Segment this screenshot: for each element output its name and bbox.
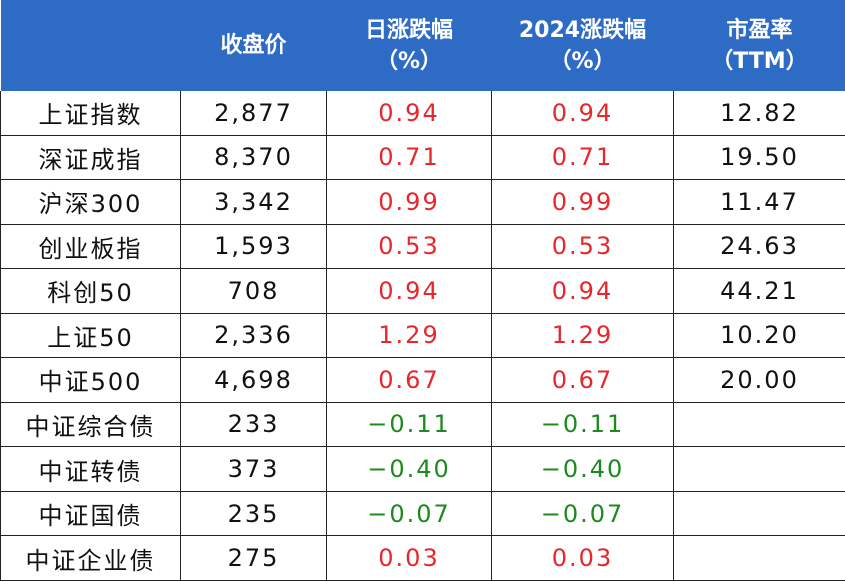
day-change: 1.29 xyxy=(326,313,492,359)
ytd-change: 1.29 xyxy=(491,313,674,359)
header-day-change-line1: 日涨跌幅 xyxy=(364,17,453,43)
header-pe-line1: 市盈率 xyxy=(726,17,793,43)
ytd-change: −0.11 xyxy=(491,402,674,448)
ytd-change: 0.99 xyxy=(491,179,674,225)
table-row: 中证综合债 233 −0.11 −0.11 xyxy=(0,402,845,448)
index-name: 深证成指 xyxy=(0,135,181,181)
day-change: 0.94 xyxy=(326,268,492,314)
close-price: 8,370 xyxy=(180,135,327,181)
pe-ratio xyxy=(673,402,845,448)
table-row: 中证500 4,698 0.67 0.67 20.00 xyxy=(0,357,845,403)
ytd-change: −0.07 xyxy=(491,491,674,537)
pe-ratio: 12.82 xyxy=(673,91,845,136)
header-ytd-change-line1: 2024涨跌幅 xyxy=(518,17,647,43)
index-name: 科创50 xyxy=(0,268,181,314)
close-price: 3,342 xyxy=(180,179,327,225)
index-name: 上证50 xyxy=(0,313,181,359)
index-name: 创业板指 xyxy=(0,224,181,270)
index-name: 中证转债 xyxy=(0,446,181,492)
index-name: 中证国债 xyxy=(0,491,181,537)
day-change: −0.11 xyxy=(326,402,492,448)
pe-ratio: 10.20 xyxy=(673,313,845,359)
table-row: 深证成指 8,370 0.71 0.71 19.50 xyxy=(0,135,845,181)
day-change: 0.67 xyxy=(326,357,492,403)
header-close-label: 收盘价 xyxy=(220,33,287,58)
ytd-change: 0.94 xyxy=(491,91,674,136)
close-price: 235 xyxy=(180,491,327,537)
header-row: 收盘价 日涨跌幅 （%） 2024涨跌幅 （%） 市盈率 （TTM） xyxy=(0,0,845,91)
pe-ratio: 24.63 xyxy=(673,224,845,270)
header-pe-line2: （TTM） xyxy=(711,48,808,74)
table-row: 沪深300 3,342 0.99 0.99 11.47 xyxy=(0,179,845,225)
index-name: 中证500 xyxy=(0,357,181,403)
ytd-change: 0.53 xyxy=(491,224,674,270)
ytd-change: −0.40 xyxy=(491,446,674,492)
table-row: 中证国债 235 −0.07 −0.07 xyxy=(0,491,845,537)
header-name xyxy=(0,0,181,91)
close-price: 2,336 xyxy=(180,313,327,359)
pe-ratio: 19.50 xyxy=(673,135,845,181)
table-row: 科创50 708 0.94 0.94 44.21 xyxy=(0,268,845,314)
pe-ratio: 11.47 xyxy=(673,179,845,225)
header-pe: 市盈率 （TTM） xyxy=(673,0,845,91)
close-price: 2,877 xyxy=(180,91,327,136)
header-ytd-change: 2024涨跌幅 （%） xyxy=(491,0,674,91)
day-change: −0.40 xyxy=(326,446,492,492)
day-change: 0.53 xyxy=(326,224,492,270)
close-price: 373 xyxy=(180,446,327,492)
index-name: 上证指数 xyxy=(0,91,181,136)
table-row: 上证50 2,336 1.29 1.29 10.20 xyxy=(0,313,845,359)
table-row: 上证指数 2,877 0.94 0.94 12.82 xyxy=(0,91,845,136)
index-name: 中证综合债 xyxy=(0,402,181,448)
day-change: 0.99 xyxy=(326,179,492,225)
day-change: 0.03 xyxy=(326,535,492,581)
ytd-change: 0.94 xyxy=(491,268,674,314)
index-name: 中证企业债 xyxy=(0,535,181,581)
ytd-change: 0.71 xyxy=(491,135,674,181)
header-close: 收盘价 xyxy=(180,0,327,91)
close-price: 233 xyxy=(180,402,327,448)
pe-ratio: 20.00 xyxy=(673,357,845,403)
pe-ratio xyxy=(673,491,845,537)
header-day-change: 日涨跌幅 （%） xyxy=(326,0,492,91)
pe-ratio xyxy=(673,535,845,581)
close-price: 275 xyxy=(180,535,327,581)
pe-ratio: 44.21 xyxy=(673,268,845,314)
ytd-change: 0.67 xyxy=(491,357,674,403)
table-row: 创业板指 1,593 0.53 0.53 24.63 xyxy=(0,224,845,270)
table-row: 中证转债 373 −0.40 −0.40 xyxy=(0,446,845,492)
day-change: 0.71 xyxy=(326,135,492,181)
table-row: 中证企业债 275 0.03 0.03 xyxy=(0,535,845,581)
close-price: 4,698 xyxy=(180,357,327,403)
day-change: 0.94 xyxy=(326,91,492,136)
pe-ratio xyxy=(673,446,845,492)
close-price: 708 xyxy=(180,268,327,314)
header-ytd-change-line2: （%） xyxy=(549,48,616,74)
header-day-change-line2: （%） xyxy=(375,48,443,74)
index-name: 沪深300 xyxy=(0,179,181,225)
ytd-change: 0.03 xyxy=(491,535,674,581)
close-price: 1,593 xyxy=(180,224,327,270)
day-change: −0.07 xyxy=(326,491,492,537)
